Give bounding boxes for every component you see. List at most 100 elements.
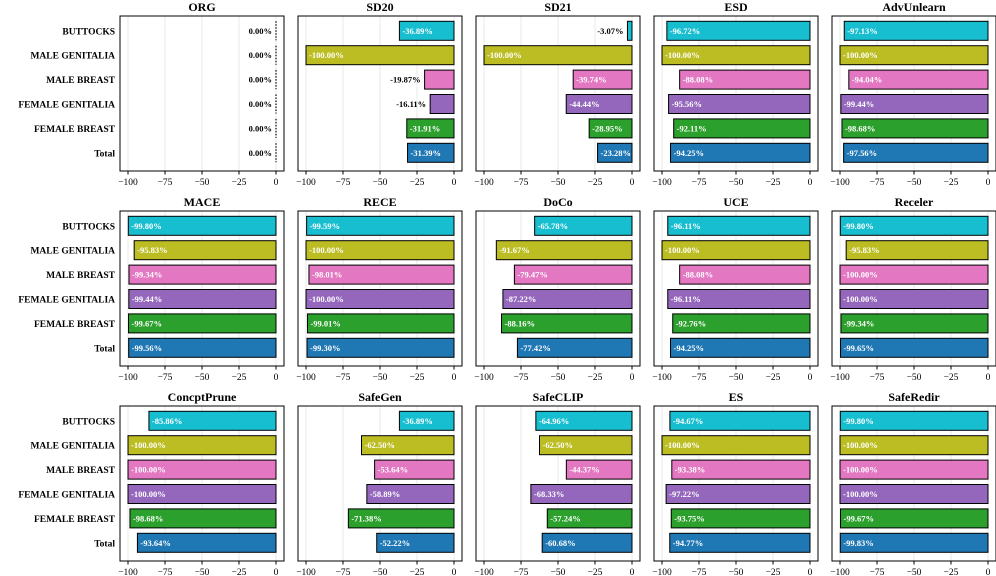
bar — [127, 484, 277, 504]
panel-concptprune: ConcptPrune -85.86% -100.00% -100.00% -100.0… — [18, 390, 285, 576]
data-label: -52.22% — [380, 538, 410, 548]
category-label: MALE BREAST — [46, 76, 116, 86]
bar — [839, 45, 989, 66]
panel-es: ES -94.67% -100.00% -93.38% -97.22% -93.75% -9… — [652, 390, 819, 576]
category-label: Total — [94, 149, 115, 159]
bar — [376, 532, 455, 553]
x-tick-label: −100 — [652, 178, 672, 188]
data-label: -3.07% — [597, 26, 623, 36]
data-label: -94.25% — [674, 148, 704, 158]
bar — [669, 410, 811, 431]
bar — [666, 20, 811, 41]
bar — [672, 313, 811, 334]
data-label: -92.76% — [676, 318, 706, 328]
x-tick-label: 0 — [274, 373, 279, 383]
data-label: -39.74% — [576, 75, 606, 85]
bar — [308, 264, 455, 285]
bar — [839, 435, 989, 456]
data-label: -93.64% — [140, 538, 170, 548]
category-label: FEMALE GENITALIA — [18, 491, 115, 501]
data-label: -100.00% — [843, 465, 878, 475]
category-label: FEMALE BREAST — [34, 320, 116, 330]
data-label: -100.00% — [843, 294, 878, 304]
data-label: -99.44% — [844, 99, 874, 109]
category-label: BUTTOCKS — [62, 27, 115, 37]
data-label: -100.00% — [131, 489, 166, 499]
x-tick-label: −50 — [373, 373, 388, 383]
data-label: 0.00% — [249, 26, 272, 36]
category-label: BUTTOCKS — [62, 222, 115, 232]
data-label: -93.38% — [675, 465, 705, 475]
data-label: -100.00% — [665, 50, 700, 60]
data-label: -100.00% — [131, 440, 166, 450]
x-tick-label: 0 — [274, 178, 279, 188]
x-tick-label: −100 — [474, 178, 494, 188]
data-label: -100.00% — [309, 50, 344, 60]
x-tick-label: −25 — [410, 568, 425, 576]
x-tick-label: 0 — [808, 568, 813, 576]
x-tick-label: −50 — [729, 178, 744, 188]
x-tick-label: −25 — [588, 568, 603, 576]
panel-title: DoCo — [543, 195, 572, 209]
x-tick-label: −25 — [232, 373, 247, 383]
x-tick-label: −50 — [195, 568, 210, 576]
panel-title: SafeCLIP — [533, 390, 584, 404]
x-tick-label: −50 — [907, 568, 922, 576]
data-label: -71.38% — [351, 513, 381, 523]
x-tick-label: 0 — [808, 373, 813, 383]
x-tick-label: −75 — [870, 178, 885, 188]
data-label: -68.33% — [534, 489, 564, 499]
bar — [516, 337, 633, 358]
x-tick-label: −75 — [336, 568, 351, 576]
bar — [539, 435, 633, 456]
data-label: -97.56% — [847, 148, 877, 158]
panel-title: RECE — [363, 195, 396, 209]
x-tick-label: −75 — [692, 373, 707, 383]
category-label: Total — [94, 344, 115, 354]
data-label: -99.65% — [844, 343, 874, 353]
bar — [429, 94, 455, 114]
x-tick-label: −25 — [232, 568, 247, 576]
x-tick-label: −100 — [652, 373, 672, 383]
data-label: -87.22% — [506, 294, 536, 304]
data-label: -96.11% — [671, 221, 701, 231]
bar — [530, 484, 633, 504]
data-label: -97.22% — [669, 489, 699, 499]
x-tick-label: −100 — [474, 373, 494, 383]
x-tick-label: −25 — [944, 373, 959, 383]
bar — [665, 484, 811, 504]
bar — [667, 289, 811, 309]
data-label: -99.83% — [843, 538, 873, 548]
panel-esd: ESD -96.72% -100.00% -88.08% -95.56% -92.11% -… — [652, 0, 819, 188]
x-tick-label: −50 — [195, 178, 210, 188]
data-label: -88.16% — [505, 318, 535, 328]
bar — [148, 410, 277, 431]
bar — [588, 118, 633, 139]
data-label: -100.00% — [665, 245, 700, 255]
data-label: -99.01% — [310, 318, 340, 328]
x-tick-label: −50 — [729, 373, 744, 383]
bar — [839, 484, 989, 504]
data-label: -92.11% — [677, 123, 707, 133]
panel-title: ESD — [724, 0, 748, 14]
data-label: -57.24% — [550, 513, 580, 523]
x-tick-label: −75 — [870, 568, 885, 576]
bar — [483, 45, 633, 66]
bar — [374, 459, 455, 480]
category-label: FEMALE BREAST — [34, 125, 116, 135]
bar — [133, 240, 277, 261]
bar — [347, 508, 455, 529]
category-label: MALE GENITALIA — [30, 442, 115, 452]
bar — [127, 435, 277, 456]
panel-title: SafeRedir — [888, 390, 940, 404]
panel-safeclip: SafeCLIP -64.96% -62.50% -44.37% -68.33% -57.… — [474, 390, 641, 576]
data-label: -100.00% — [309, 245, 344, 255]
bar — [398, 20, 455, 41]
x-tick-label: −25 — [766, 373, 781, 383]
data-label: -85.86% — [152, 416, 182, 426]
x-tick-label: −100 — [118, 568, 138, 576]
bar — [502, 289, 633, 309]
x-tick-label: −75 — [514, 178, 529, 188]
panel-advunlearn: AdvUnlearn -97.13% -100.00% -94.04% -99.44% -… — [830, 0, 996, 188]
